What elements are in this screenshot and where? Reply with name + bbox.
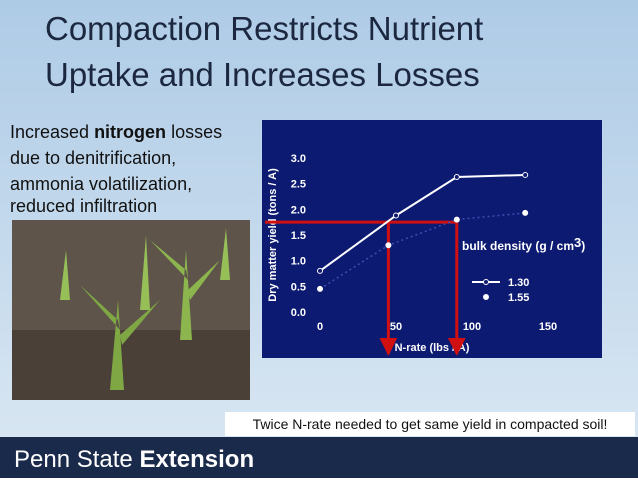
data-point — [522, 171, 529, 178]
legend-title-part: 3 — [574, 235, 581, 250]
body-bold: nitrogen — [94, 122, 166, 142]
y-tick-label: 1.5 — [291, 230, 306, 242]
caption-box — [225, 412, 635, 436]
body-line: Increased nitrogen losses — [10, 122, 222, 142]
data-point — [522, 209, 529, 216]
series-line — [319, 212, 526, 290]
body-line: due to denitrification, — [10, 148, 176, 168]
y-tick-label: 0.0 — [291, 307, 306, 319]
footer-text: Penn State — [14, 446, 139, 473]
x-tick-label: 0 — [317, 321, 323, 333]
data-point — [317, 285, 323, 292]
x-tick-label: 50 — [390, 321, 402, 333]
x-tick-label: 150 — [539, 321, 557, 333]
x-tick-label: 100 — [463, 321, 481, 333]
body-line: ammonia volatilization, — [10, 174, 192, 194]
x-axis-label: N-rate (lbs / A) — [395, 342, 470, 354]
legend-marker — [483, 279, 489, 285]
chart-panel — [262, 120, 602, 358]
data-point — [453, 173, 460, 180]
legend-label: 1.30 — [508, 277, 529, 289]
caption: Twice N-rate needed to get same yield in… — [253, 416, 608, 432]
legend-title-part: ) — [581, 239, 585, 253]
y-axis-label: Dry matter yield (tons / A) — [267, 168, 279, 302]
footer-logo: Penn State Extension — [14, 446, 254, 473]
footer-bold: Extension — [139, 446, 254, 473]
y-tick-label: 3.0 — [291, 153, 306, 165]
y-tick-label: 2.5 — [291, 179, 306, 191]
y-tick-label: 0.5 — [291, 281, 306, 293]
legend-title-part: bulk density (g / cm — [462, 239, 574, 253]
footer-bar — [0, 437, 638, 478]
photo — [12, 220, 250, 400]
title-line: Compaction Restricts Nutrient — [45, 10, 483, 47]
data-point — [453, 216, 460, 223]
body-text: losses — [166, 122, 222, 142]
y-tick-label: 2.0 — [291, 204, 306, 216]
data-point — [317, 267, 323, 274]
body-line: reduced infiltration — [10, 196, 157, 216]
legend-title: bulk density (g / cm3) — [462, 235, 585, 253]
chart: 0.0 0.5 1.0 1.5 2.0 2.5 3.0 0 50 100 150 N-rate (lb… — [265, 153, 585, 356]
body-text: Increased — [10, 122, 94, 142]
legend-label: 1.55 — [508, 292, 529, 304]
data-point — [385, 242, 392, 249]
legend-marker — [483, 294, 489, 300]
title-line: Uptake and Increases Losses — [45, 56, 480, 93]
y-tick-label: 1.0 — [291, 256, 306, 268]
series-line — [319, 173, 526, 272]
data-point — [393, 212, 399, 219]
